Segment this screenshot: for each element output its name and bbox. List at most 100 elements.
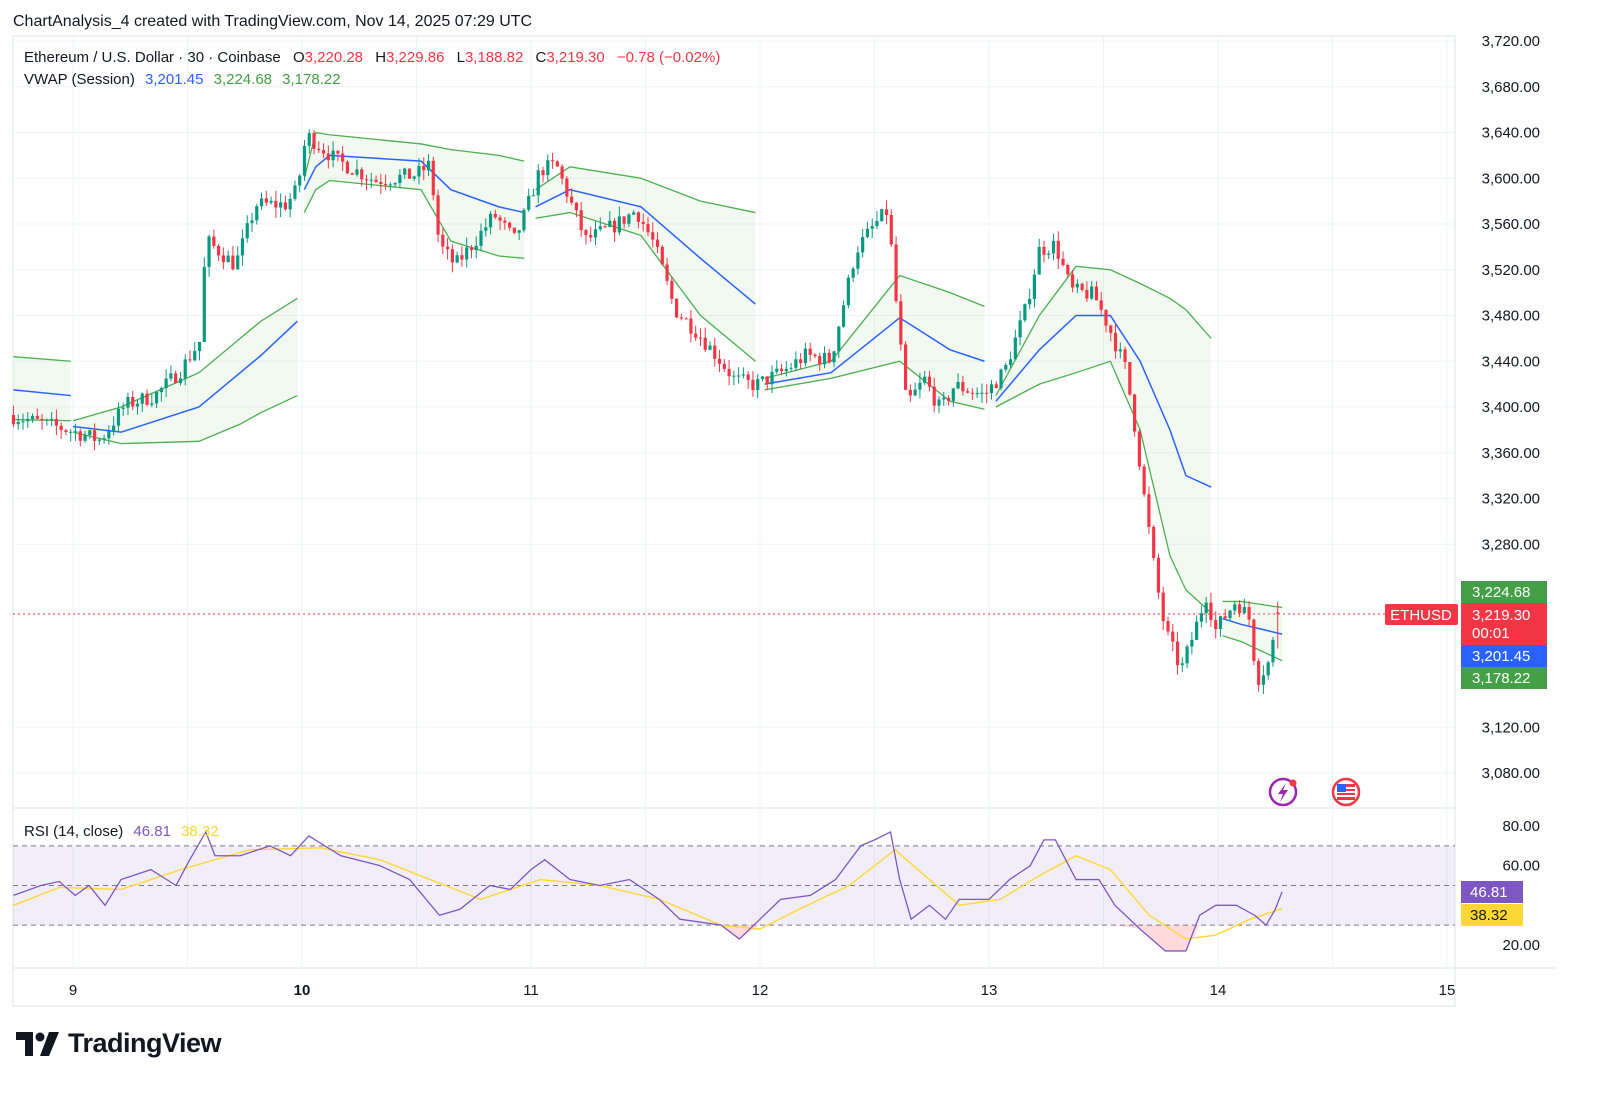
candle-down	[336, 150, 340, 154]
vwap-mid-tag-text: 3,201.45	[1472, 648, 1530, 665]
candle-up	[851, 268, 855, 278]
candle-up	[69, 431, 73, 433]
candle-up	[169, 373, 173, 379]
candle-up	[775, 368, 779, 372]
candle-up	[417, 166, 421, 177]
candle-up	[302, 145, 307, 176]
candle-down	[1123, 349, 1127, 363]
candle-up	[369, 179, 373, 181]
candle-down	[603, 226, 607, 228]
lightning-icon[interactable]	[1268, 777, 1298, 807]
candle-up	[546, 160, 550, 176]
price-tick-label: 3,360.00	[1482, 445, 1540, 462]
candle-up	[50, 418, 54, 420]
price-tick-label: 3,440.00	[1482, 353, 1540, 370]
candle-down	[1142, 466, 1146, 495]
vwap-bands	[13, 131, 1283, 662]
candle-up	[479, 230, 483, 246]
price-tick-label: 3,720.00	[1482, 33, 1540, 50]
candle-down	[460, 255, 464, 260]
candle-up	[245, 223, 249, 239]
candle-up	[202, 266, 206, 342]
candle-down	[779, 368, 784, 372]
candle-up	[288, 198, 292, 210]
candle-up	[760, 376, 765, 379]
candle-down	[994, 384, 998, 389]
candle-down	[431, 160, 435, 196]
candle-up	[45, 419, 49, 421]
candle-down	[364, 179, 369, 181]
candle-up	[975, 393, 979, 395]
candle-up	[822, 352, 827, 365]
candle-up	[1037, 246, 1041, 275]
candle-down	[174, 373, 178, 384]
candle-up	[732, 375, 736, 377]
candle-down	[927, 376, 932, 387]
candle-up	[236, 255, 240, 270]
vwap-upper-line	[995, 265, 1212, 396]
candle-up	[178, 378, 183, 384]
candle-down	[131, 396, 135, 407]
candle-down	[78, 431, 82, 441]
candle-down	[341, 153, 345, 162]
candle-up	[913, 389, 917, 396]
vwap-line	[1222, 617, 1283, 635]
candle-down	[1061, 258, 1065, 266]
candle-up	[832, 351, 836, 363]
candle-up	[207, 236, 211, 267]
candle-down	[317, 148, 321, 151]
candle-up	[388, 184, 392, 186]
candle-up	[426, 160, 431, 171]
candle-up	[918, 382, 922, 390]
candle-up	[293, 185, 297, 199]
rsi-ma-value: 38.32	[181, 823, 219, 840]
candle-down	[374, 179, 378, 183]
bar-countdown: 00:01	[1472, 625, 1510, 642]
candle-up	[803, 348, 808, 364]
candle-up	[398, 174, 402, 184]
candle-down	[612, 220, 617, 233]
candle-down	[651, 232, 655, 240]
candle-up	[183, 359, 187, 379]
candle-up	[1185, 646, 1189, 664]
tradingview-logo[interactable]: TradingView	[16, 1028, 222, 1059]
candle-down	[1070, 274, 1075, 288]
candle-down	[985, 392, 989, 394]
candle-up	[455, 255, 459, 263]
vwap-upper-line	[303, 131, 525, 179]
candle-up	[617, 216, 621, 233]
candle-up	[989, 384, 994, 394]
candle-down	[894, 244, 898, 302]
candle-up	[708, 345, 712, 350]
vwap-line	[995, 314, 1212, 488]
candle-up	[26, 419, 30, 422]
price-axis[interactable]: 3,720.00 3,680.00 3,640.00 3,600.00 3,560.00…	[1482, 33, 1540, 954]
candle-down	[541, 170, 545, 176]
candle-up	[116, 408, 121, 426]
candle-up	[1271, 639, 1275, 663]
candle-down	[675, 298, 679, 318]
time-axis[interactable]: 9 10 11 12 13 14 15	[69, 982, 1456, 999]
candle-up	[1008, 359, 1013, 365]
candle-down	[970, 392, 974, 394]
candle-up	[980, 392, 984, 394]
candle-down	[884, 209, 889, 216]
vwap-lower-value: 3,178.22	[282, 71, 340, 88]
price-tick-label: 3,600.00	[1482, 170, 1540, 187]
vwap-lower-line	[72, 394, 298, 445]
us-flag-icon[interactable]	[1331, 777, 1361, 807]
price-tick-label: 3,520.00	[1482, 262, 1540, 279]
candle-up	[97, 439, 101, 441]
candle-up	[875, 220, 879, 227]
candle-down	[751, 379, 755, 391]
price-tick-label: 3,640.00	[1482, 125, 1540, 142]
rsi-tick-label: 80.00	[1502, 818, 1540, 835]
candles	[11, 129, 1280, 694]
vwap-lower-line	[764, 360, 985, 410]
rsi-pane	[13, 830, 1455, 952]
vwap-band-fill	[995, 266, 1212, 613]
candle-down	[670, 280, 674, 299]
rsi-ma-line	[13, 847, 1283, 940]
candle-up	[536, 170, 540, 196]
